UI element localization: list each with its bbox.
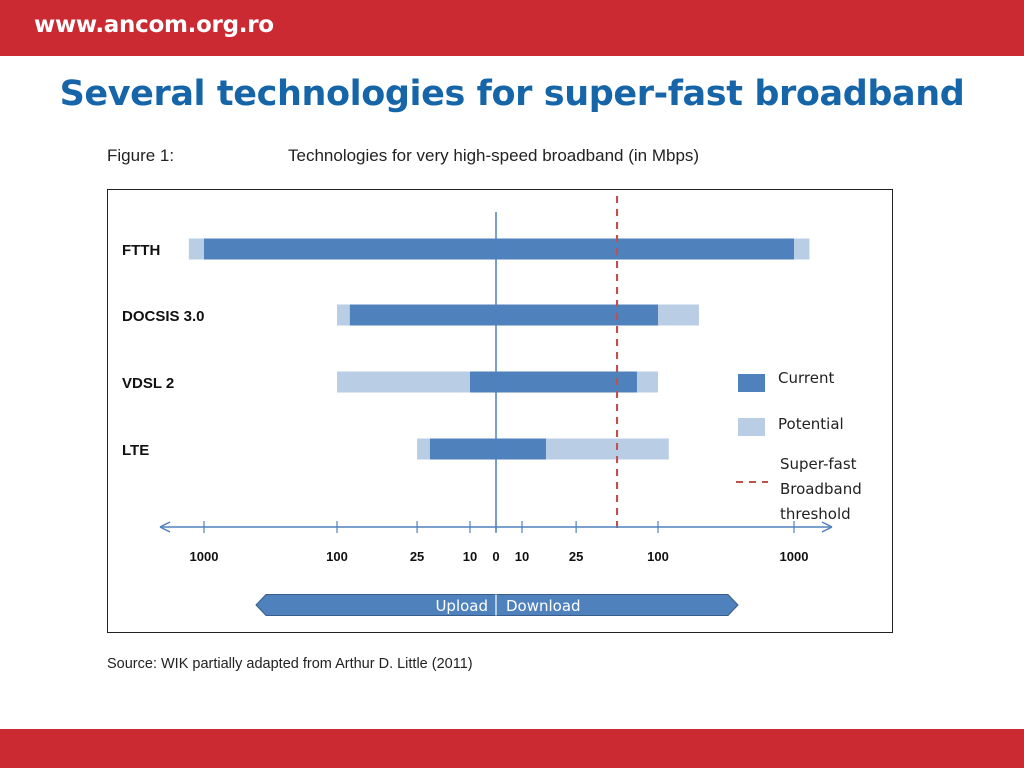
tick-label: 25 — [410, 549, 424, 564]
upload-label: Upload — [435, 597, 488, 615]
footer-bar — [0, 729, 1024, 768]
bar-current — [204, 238, 794, 260]
site-url[interactable]: www.ancom.org.ro — [34, 12, 274, 38]
tick-label: 0 — [492, 549, 499, 564]
category-label: DOCSIS 3.0 — [122, 308, 205, 325]
tick-label: 100 — [647, 549, 669, 564]
chart-frame: FTTH DOCSIS 3.0 VDSL 2 LTE 1000 100 25 10 0 10 25 1… — [107, 189, 893, 633]
bar-current — [349, 304, 658, 326]
tick-label: 25 — [569, 549, 583, 564]
slide-title: Several technologies for super-fast broa… — [59, 74, 965, 114]
legend-label-potential: Potential — [778, 415, 844, 433]
direction-banner — [255, 594, 739, 616]
tick-label: 10 — [515, 549, 529, 564]
download-label: Download — [506, 597, 581, 615]
axis-arrow-left — [159, 521, 171, 533]
category-label: LTE — [122, 442, 149, 459]
bar-current — [470, 371, 637, 393]
bar-current — [429, 438, 546, 460]
legend-label-threshold: Broadband — [780, 480, 862, 498]
category-label: FTTH — [122, 242, 160, 259]
header-bar: www.ancom.org.ro — [0, 0, 1024, 56]
legend-swatch-current — [738, 374, 765, 392]
source-note: Source: WIK partially adapted from Arthu… — [107, 656, 473, 672]
legend-swatch-potential — [738, 418, 765, 436]
figure-title: Technologies for very high-speed broadba… — [288, 146, 700, 165]
legend-label-current: Current — [778, 369, 834, 387]
axis-arrow-right — [821, 521, 833, 533]
category-label: VDSL 2 — [122, 375, 174, 392]
figure-caption: Figure 1: — [107, 146, 175, 165]
legend-label-threshold: Super-fast — [780, 455, 857, 473]
legend-label-threshold: threshold — [780, 505, 851, 523]
tick-label: 1000 — [780, 549, 809, 564]
tick-label: 1000 — [190, 549, 219, 564]
tick-label: 100 — [326, 549, 348, 564]
tick-label: 10 — [463, 549, 477, 564]
